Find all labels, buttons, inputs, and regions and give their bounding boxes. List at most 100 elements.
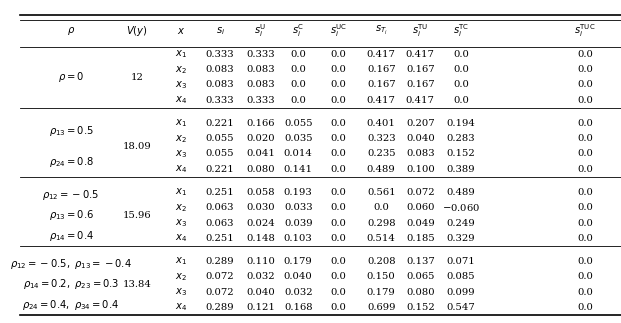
Text: 0.167: 0.167	[406, 80, 435, 89]
Text: 0.0: 0.0	[453, 96, 469, 105]
Text: 0.049: 0.049	[406, 219, 435, 227]
Text: 0.0: 0.0	[453, 80, 469, 89]
Text: 0.099: 0.099	[447, 287, 476, 297]
Text: 0.020: 0.020	[246, 134, 274, 143]
Text: 0.083: 0.083	[246, 80, 274, 89]
Text: 0.150: 0.150	[367, 272, 396, 281]
Text: $x_1$: $x_1$	[175, 118, 187, 130]
Text: 0.085: 0.085	[447, 272, 476, 281]
Text: 0.055: 0.055	[206, 150, 235, 159]
Text: 0.072: 0.072	[206, 287, 235, 297]
Text: 0.152: 0.152	[406, 303, 435, 312]
Text: 0.251: 0.251	[206, 188, 235, 197]
Text: 0.040: 0.040	[284, 272, 312, 281]
Text: $\rho_{14} = 0.2,\ \rho_{23} = 0.3$: $\rho_{14} = 0.2,\ \rho_{23} = 0.3$	[23, 277, 119, 291]
Text: $s_i^{\mathrm{TC}}$: $s_i^{\mathrm{TC}}$	[453, 22, 469, 39]
Text: 0.0: 0.0	[330, 188, 347, 197]
Text: 0.024: 0.024	[246, 219, 274, 227]
Text: 0.417: 0.417	[367, 50, 396, 59]
Text: 0.141: 0.141	[284, 165, 313, 174]
Text: $-$0.060: $-$0.060	[442, 202, 480, 213]
Text: 0.167: 0.167	[406, 65, 435, 74]
Text: 0.179: 0.179	[367, 287, 396, 297]
Text: $\rho_{13} = 0.5$: $\rho_{13} = 0.5$	[48, 124, 94, 138]
Text: $\rho$: $\rho$	[67, 25, 75, 37]
Text: 0.065: 0.065	[406, 272, 435, 281]
Text: 0.179: 0.179	[284, 257, 312, 266]
Text: 0.055: 0.055	[206, 134, 235, 143]
Text: 0.058: 0.058	[246, 188, 274, 197]
Text: 0.194: 0.194	[446, 119, 476, 128]
Text: 0.251: 0.251	[206, 234, 235, 243]
Text: 0.0: 0.0	[577, 119, 593, 128]
Text: 0.080: 0.080	[406, 287, 435, 297]
Text: 0.063: 0.063	[206, 203, 234, 212]
Text: $s_i^{\mathrm{C}}$: $s_i^{\mathrm{C}}$	[292, 22, 304, 39]
Text: 0.0: 0.0	[577, 65, 593, 74]
Text: 0.0: 0.0	[577, 134, 593, 143]
Text: $\rho_{13} = 0.6$: $\rho_{13} = 0.6$	[48, 208, 94, 223]
Text: 0.055: 0.055	[284, 119, 312, 128]
Text: 0.166: 0.166	[246, 119, 274, 128]
Text: $x_4$: $x_4$	[175, 301, 187, 313]
Text: 0.072: 0.072	[206, 272, 235, 281]
Text: 0.0: 0.0	[290, 50, 306, 59]
Text: 0.040: 0.040	[246, 287, 274, 297]
Text: $\rho = 0$: $\rho = 0$	[58, 70, 84, 84]
Text: $\rho_{24} = 0.4,\ \rho_{34} = 0.4$: $\rho_{24} = 0.4,\ \rho_{34} = 0.4$	[22, 298, 120, 312]
Text: 0.080: 0.080	[246, 165, 274, 174]
Text: 0.0: 0.0	[453, 65, 469, 74]
Text: $x_2$: $x_2$	[175, 202, 187, 214]
Text: 0.417: 0.417	[406, 96, 435, 105]
Text: 0.561: 0.561	[367, 188, 396, 197]
Text: 0.0: 0.0	[330, 96, 347, 105]
Text: 0.401: 0.401	[367, 119, 396, 128]
Text: 0.035: 0.035	[284, 134, 312, 143]
Text: 0.0: 0.0	[290, 65, 306, 74]
Text: 0.0: 0.0	[330, 234, 347, 243]
Text: 0.389: 0.389	[447, 165, 476, 174]
Text: 0.0: 0.0	[330, 134, 347, 143]
Text: $\rho_{12} = -0.5,\ \rho_{13} = -0.4$: $\rho_{12} = -0.5,\ \rho_{13} = -0.4$	[10, 257, 132, 271]
Text: 0.0: 0.0	[330, 219, 347, 227]
Text: $x_2$: $x_2$	[175, 271, 187, 283]
Text: 0.333: 0.333	[246, 50, 274, 59]
Text: $V(y)$: $V(y)$	[126, 24, 148, 38]
Text: $s_i$: $s_i$	[215, 25, 225, 36]
Text: 0.060: 0.060	[406, 203, 435, 212]
Text: 0.0: 0.0	[577, 165, 593, 174]
Text: $x_2$: $x_2$	[175, 133, 187, 145]
Text: 0.333: 0.333	[206, 96, 235, 105]
Text: 0.168: 0.168	[284, 303, 312, 312]
Text: 0.014: 0.014	[284, 150, 313, 159]
Text: 0.0: 0.0	[577, 257, 593, 266]
Text: 0.323: 0.323	[367, 134, 396, 143]
Text: 0.167: 0.167	[367, 65, 396, 74]
Text: 0.110: 0.110	[246, 257, 275, 266]
Text: 0.040: 0.040	[406, 134, 435, 143]
Text: 0.329: 0.329	[447, 234, 476, 243]
Text: 0.298: 0.298	[367, 219, 396, 227]
Text: $s_i^{\mathrm{TUC}}$: $s_i^{\mathrm{TUC}}$	[574, 22, 596, 39]
Text: 0.103: 0.103	[284, 234, 312, 243]
Text: $x_1$: $x_1$	[175, 256, 187, 267]
Text: 0.137: 0.137	[406, 257, 435, 266]
Text: 0.489: 0.489	[367, 165, 396, 174]
Text: 0.0: 0.0	[577, 272, 593, 281]
Text: 0.167: 0.167	[367, 80, 396, 89]
Text: 0.0: 0.0	[577, 80, 593, 89]
Text: 0.0: 0.0	[290, 80, 306, 89]
Text: 0.152: 0.152	[446, 150, 476, 159]
Text: 0.0: 0.0	[330, 119, 347, 128]
Text: 0.208: 0.208	[367, 257, 396, 266]
Text: $x_3$: $x_3$	[175, 148, 187, 160]
Text: 0.0: 0.0	[330, 165, 347, 174]
Text: 0.283: 0.283	[447, 134, 476, 143]
Text: 0.0: 0.0	[330, 257, 347, 266]
Text: 0.100: 0.100	[406, 165, 435, 174]
Text: 0.514: 0.514	[367, 234, 396, 243]
Text: $x_1$: $x_1$	[175, 48, 187, 60]
Text: 0.0: 0.0	[330, 65, 347, 74]
Text: 0.071: 0.071	[446, 257, 476, 266]
Text: 0.032: 0.032	[284, 287, 312, 297]
